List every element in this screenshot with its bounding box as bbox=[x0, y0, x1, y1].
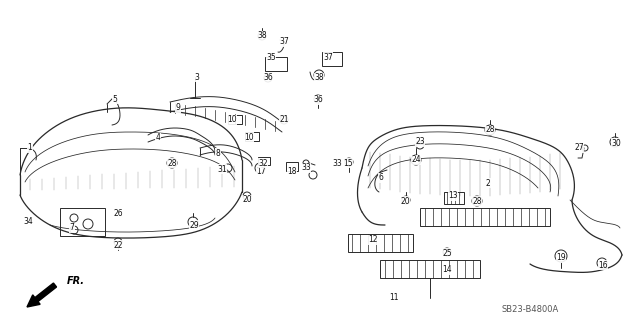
Bar bbox=[444, 192, 464, 204]
Text: 5: 5 bbox=[113, 94, 117, 103]
Text: 17: 17 bbox=[256, 167, 266, 176]
Bar bbox=[380, 260, 480, 278]
Text: 37: 37 bbox=[323, 53, 333, 62]
Text: 28: 28 bbox=[485, 125, 495, 135]
Text: 4: 4 bbox=[156, 133, 161, 143]
Text: 30: 30 bbox=[611, 138, 621, 147]
Text: FR.: FR. bbox=[67, 276, 85, 286]
Text: 20: 20 bbox=[242, 196, 252, 204]
Bar bbox=[245, 132, 259, 141]
Text: 9: 9 bbox=[175, 103, 180, 113]
FancyArrow shape bbox=[27, 283, 56, 307]
Text: 11: 11 bbox=[389, 293, 399, 302]
Bar bbox=[348, 234, 413, 252]
Text: 33: 33 bbox=[301, 164, 311, 173]
Text: 15: 15 bbox=[343, 159, 353, 167]
Text: 32: 32 bbox=[258, 159, 268, 167]
Text: 2: 2 bbox=[486, 179, 490, 188]
Text: 6: 6 bbox=[379, 174, 383, 182]
Text: 38: 38 bbox=[257, 32, 267, 41]
Bar bbox=[322, 52, 342, 66]
Text: SB23-B4800A: SB23-B4800A bbox=[501, 306, 559, 315]
Text: 7: 7 bbox=[70, 224, 74, 233]
Text: 33: 33 bbox=[332, 159, 342, 167]
Text: 18: 18 bbox=[287, 167, 297, 175]
Text: 12: 12 bbox=[368, 235, 378, 244]
Text: 29: 29 bbox=[189, 220, 199, 229]
Text: 37: 37 bbox=[279, 38, 289, 47]
Text: 20: 20 bbox=[400, 197, 410, 205]
Text: 34: 34 bbox=[23, 218, 33, 226]
Text: 24: 24 bbox=[411, 155, 421, 165]
Text: 28: 28 bbox=[167, 159, 177, 167]
Text: 13: 13 bbox=[448, 191, 458, 201]
Bar bbox=[228, 115, 242, 124]
Text: 22: 22 bbox=[113, 241, 123, 249]
Text: 10: 10 bbox=[244, 132, 254, 142]
Text: 36: 36 bbox=[263, 73, 273, 83]
Bar bbox=[286, 162, 298, 171]
Text: 35: 35 bbox=[266, 53, 276, 62]
Text: 21: 21 bbox=[279, 115, 289, 124]
Text: 28: 28 bbox=[472, 197, 482, 205]
Text: 19: 19 bbox=[556, 254, 566, 263]
Text: 10: 10 bbox=[227, 115, 237, 124]
Text: 25: 25 bbox=[442, 249, 452, 257]
Bar bbox=[265, 57, 287, 71]
Text: 23: 23 bbox=[415, 137, 425, 146]
Bar bbox=[420, 208, 550, 226]
Text: 27: 27 bbox=[574, 144, 584, 152]
Text: 3: 3 bbox=[195, 72, 200, 81]
Bar bbox=[258, 157, 270, 165]
Text: 8: 8 bbox=[216, 149, 220, 158]
Text: 26: 26 bbox=[113, 209, 123, 218]
Text: 38: 38 bbox=[314, 73, 324, 83]
Text: 16: 16 bbox=[598, 261, 608, 270]
Bar bbox=[60, 208, 105, 236]
Text: 1: 1 bbox=[28, 144, 33, 152]
Text: 31: 31 bbox=[217, 165, 227, 174]
Text: 14: 14 bbox=[442, 265, 452, 275]
Text: 36: 36 bbox=[313, 95, 323, 105]
